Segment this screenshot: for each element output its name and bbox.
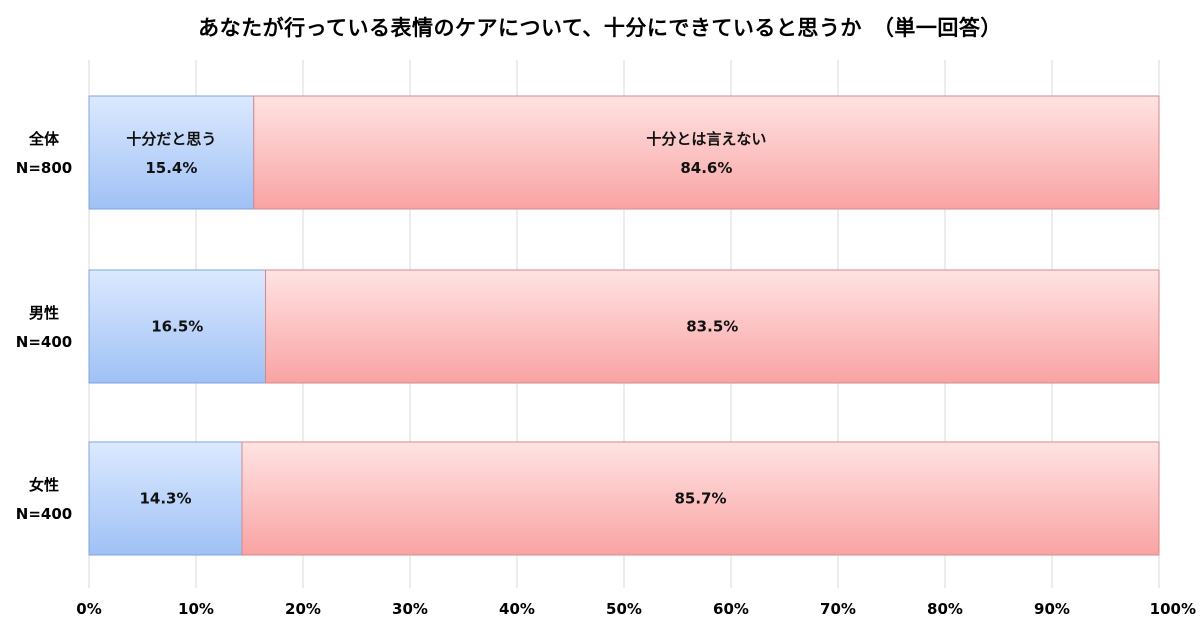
bar-value-label: 16.5%	[151, 318, 203, 336]
x-tick-label: 60%	[713, 600, 749, 618]
row-label-group: 男性	[29, 304, 59, 322]
bar-value-label: 84.6%	[680, 159, 732, 177]
x-tick-label: 20%	[285, 600, 321, 618]
bar-value-label: 83.5%	[686, 318, 738, 336]
x-tick-label: 50%	[606, 600, 642, 618]
x-tick-label: 100%	[1150, 600, 1196, 618]
x-tick-label: 10%	[178, 600, 214, 618]
bar-segment	[265, 269, 1160, 384]
row-label-group: 女性	[29, 476, 59, 494]
row-label-n: N=800	[16, 159, 72, 177]
bar-series-label: 十分だと思う	[126, 130, 216, 148]
bar-segment	[88, 95, 255, 210]
bar-value-label: 85.7%	[674, 490, 726, 508]
row-labels: 全体 N=800 男性 N=400 女性 N=400	[16, 130, 72, 523]
row-label-group: 全体	[28, 130, 60, 148]
x-axis-ticks: 0% 10% 20% 30% 40% 50% 60% 70% 80% 90% 100%	[76, 600, 1196, 618]
bar-value-label: 15.4%	[145, 159, 197, 177]
x-tick-label: 30%	[392, 600, 428, 618]
bars: 十分だと思う 15.4% 十分とは言えない 84.6% 16.5% 83.5% 14.3% 8…	[88, 95, 1160, 556]
bar-segment	[88, 441, 243, 556]
row-label-n: N=400	[16, 333, 72, 351]
x-tick-label: 0%	[76, 600, 101, 618]
x-tick-label: 40%	[499, 600, 535, 618]
chart-title: あなたが行っている表情のケアについて、十分にできていると思うか （単一回答）	[198, 16, 1002, 40]
row-label-n: N=400	[16, 505, 72, 523]
bar-value-label: 14.3%	[139, 490, 191, 508]
x-tick-label: 80%	[927, 600, 963, 618]
bar-segment	[253, 95, 1160, 210]
bar-segment	[241, 441, 1160, 556]
x-tick-label: 90%	[1034, 600, 1070, 618]
x-tick-label: 70%	[820, 600, 856, 618]
bar-series-label: 十分とは言えない	[646, 130, 766, 148]
